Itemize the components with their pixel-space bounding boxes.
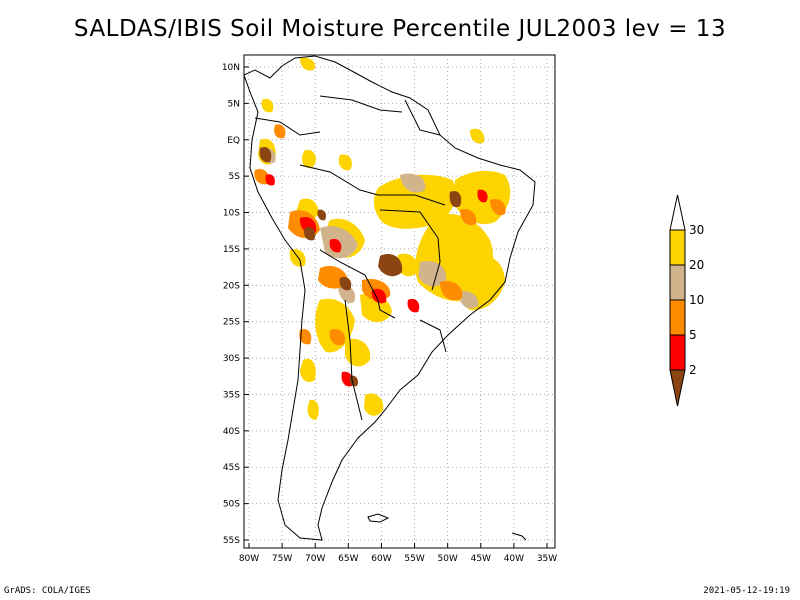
colorbar-bin-2-5 bbox=[669, 334, 686, 371]
lon-tick-label: 70W bbox=[305, 554, 325, 564]
lat-tick-label: 25S bbox=[223, 318, 240, 328]
map-frame bbox=[243, 54, 556, 549]
lat-tick-label: 5N bbox=[228, 99, 240, 109]
colorbar-label-20: 20 bbox=[689, 258, 704, 272]
lat-tick-label: 15S bbox=[223, 245, 240, 255]
colorbar-label-30: 30 bbox=[689, 223, 704, 237]
lat-tick-label: 30S bbox=[223, 354, 240, 364]
longitude-labels: 80W 75W 70W 65W 60W 55W 50W 45W 40W 35W bbox=[239, 554, 557, 564]
colorbar-label-10: 10 bbox=[689, 293, 704, 307]
lat-tick-label: 50S bbox=[223, 500, 240, 510]
lat-tick-label: 10S bbox=[223, 209, 240, 219]
lon-tick-label: 40W bbox=[504, 554, 524, 564]
lat-tick-label: 20S bbox=[223, 281, 240, 291]
lat-tick-label: 55S bbox=[223, 536, 240, 546]
latitude-labels: 10N 5N EQ 5S 10S 15S 20S 25S 30S 35S 40S 45S 50S 55S bbox=[222, 63, 240, 546]
lat-tick-label: EQ bbox=[227, 136, 240, 146]
colorbar-label-2: 2 bbox=[689, 363, 697, 377]
map-title: SALDAS/IBIS Soil Moisture Percentile JUL… bbox=[73, 16, 727, 42]
lon-tick-label: 45W bbox=[471, 554, 491, 564]
lon-tick-label: 80W bbox=[239, 554, 259, 564]
grads-credit: GrADS: COLA/IGES bbox=[4, 586, 91, 596]
lon-tick-label: 75W bbox=[272, 554, 292, 564]
lon-tick-label: 60W bbox=[371, 554, 391, 564]
colorbar-bin-10-20 bbox=[669, 264, 686, 301]
lat-tick-label: 45S bbox=[223, 463, 240, 473]
colorbar: 30 20 10 5 2 bbox=[669, 194, 704, 407]
colorbar-label-5: 5 bbox=[689, 328, 697, 342]
colorbar-bin-20-30 bbox=[669, 229, 686, 266]
colorbar-bin-5-10 bbox=[669, 299, 686, 336]
lat-tick-label: 5S bbox=[229, 172, 241, 182]
timestamp: 2021-05-12-19:19 bbox=[703, 586, 790, 596]
lat-tick-label: 40S bbox=[223, 427, 240, 437]
continent-outline bbox=[244, 55, 536, 541]
lat-tick-label: 35S bbox=[223, 390, 240, 400]
percentile-below-2-areas bbox=[259, 146, 462, 387]
map-graticule bbox=[244, 55, 555, 548]
lon-tick-label: 35W bbox=[537, 554, 557, 564]
colorbar-top-arrow bbox=[669, 194, 686, 231]
lon-tick-label: 55W bbox=[404, 554, 424, 564]
colorbar-bottom-arrow bbox=[669, 369, 686, 407]
lon-tick-label: 50W bbox=[437, 554, 457, 564]
lon-tick-label: 65W bbox=[338, 554, 358, 564]
lat-tick-label: 10N bbox=[222, 63, 240, 73]
